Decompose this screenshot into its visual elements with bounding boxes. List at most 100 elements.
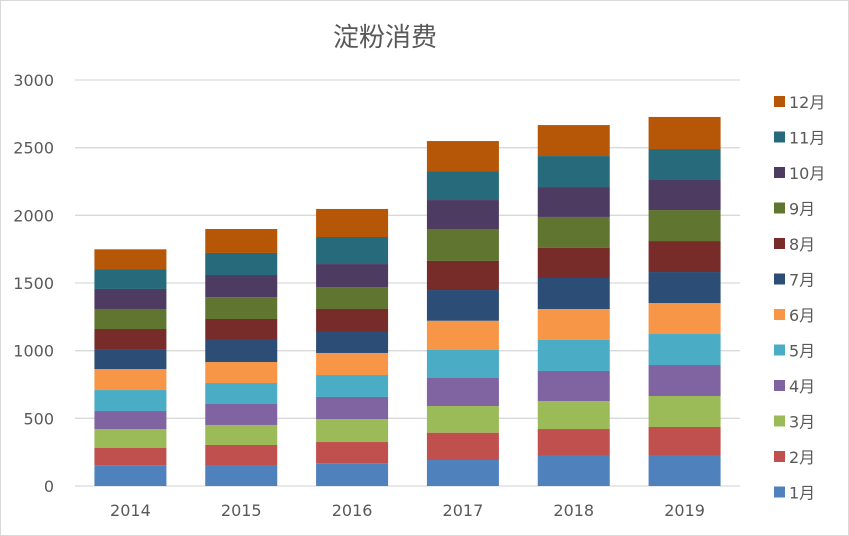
bar-segment-2014-3月 [94, 429, 167, 448]
bar-segment-2019-2月 [648, 426, 721, 456]
legend-label: 2月 [789, 448, 815, 467]
bar-segment-2019-1月 [648, 455, 721, 486]
bar-segment-2016-12月 [316, 208, 389, 237]
legend-label: 12月 [789, 93, 825, 112]
legend-swatch [774, 167, 785, 178]
x-axis-ticks: 2014 2015 2016 2017 2018 2019 [110, 501, 705, 520]
x-tick-label: 2015 [221, 501, 262, 520]
bar-segment-2019-5月 [648, 334, 721, 366]
bar-segment-2015-11月 [205, 252, 278, 276]
bar-segment-2016-2月 [316, 442, 389, 464]
bar-segment-2016-8月 [316, 308, 389, 332]
bar-segment-2018-7月 [537, 277, 610, 309]
y-tick-label: 0 [44, 477, 54, 496]
x-tick-label: 2016 [332, 501, 373, 520]
legend-item: 8月 [774, 235, 815, 254]
bar-segment-2019-11月 [648, 149, 721, 181]
bar-segment-2019-12月 [648, 116, 721, 150]
legend-label: 9月 [789, 200, 815, 219]
bar-segment-2018-1月 [537, 455, 610, 486]
legend-label: 4月 [789, 377, 815, 396]
bar-segment-2019-9月 [648, 210, 721, 242]
bar-segment-2017-10月 [426, 200, 499, 230]
legend-label: 10月 [789, 164, 825, 183]
bar-segment-2014-5月 [94, 390, 167, 412]
bar-segment-2018-6月 [537, 308, 610, 340]
bar-segment-2014-1月 [94, 465, 167, 486]
bar-segment-2019-10月 [648, 180, 721, 211]
bar-segment-2015-2月 [205, 444, 278, 466]
legend-swatch [774, 415, 785, 427]
bar-segment-2018-11月 [537, 156, 610, 188]
bar-segment-2015-1月 [205, 465, 278, 486]
y-tick-label: 3000 [13, 71, 54, 90]
bar-segment-2014-7月 [94, 349, 167, 370]
bar-segment-2015-5月 [205, 383, 278, 404]
gridlines [75, 79, 740, 487]
bar-segment-2017-5月 [426, 349, 499, 379]
bar-segment-2016-10月 [316, 264, 389, 288]
bar-segment-2015-12月 [205, 229, 278, 253]
y-tick-label: 1500 [13, 274, 54, 293]
x-tick-label: 2019 [664, 501, 705, 520]
x-tick-label: 2018 [553, 501, 594, 520]
bar-segment-2017-1月 [426, 460, 499, 486]
legend-item: 9月 [774, 200, 815, 219]
x-tick-label: 2014 [110, 501, 151, 520]
legend-swatch [774, 309, 785, 320]
bar-segment-2014-11月 [94, 269, 167, 289]
legend-item: 10月 [774, 164, 825, 183]
bar-segment-2015-4月 [205, 403, 278, 425]
bar-segment-2014-6月 [94, 369, 167, 391]
bar-segment-2016-4月 [316, 396, 389, 420]
bar-segment-2016-7月 [316, 331, 389, 353]
legend-item: 5月 [774, 342, 815, 361]
legend-swatch [774, 202, 785, 214]
bar-segment-2014-2月 [94, 447, 167, 466]
legend-swatch [774, 96, 785, 107]
legend-item: 3月 [774, 413, 815, 432]
bar-segment-2014-8月 [94, 329, 167, 350]
legend-label: 5月 [789, 342, 815, 361]
bar-segment-2014-4月 [94, 411, 167, 430]
bar-segment-2019-4月 [648, 365, 721, 397]
legend-item: 7月 [774, 271, 815, 290]
y-tick-label: 2000 [13, 206, 54, 225]
y-tick-label: 2500 [13, 139, 54, 158]
bar-segment-2015-10月 [205, 275, 278, 298]
bar-segment-2018-2月 [537, 429, 610, 456]
bar-segment-2018-12月 [537, 125, 610, 157]
legend-label: 6月 [789, 306, 815, 325]
legend-item: 11月 [774, 129, 825, 148]
bar-segment-2015-9月 [205, 297, 278, 319]
bar-segment-2014-12月 [94, 249, 167, 270]
bar-segment-2015-6月 [205, 362, 278, 384]
bar-segment-2014-10月 [94, 288, 167, 309]
bar-segment-2016-5月 [316, 375, 389, 397]
legend-label: 1月 [789, 484, 815, 503]
bar-segment-2015-8月 [205, 318, 278, 340]
legend-item: 2月 [774, 448, 815, 467]
legend-swatch [774, 344, 785, 356]
bar-segment-2015-3月 [205, 424, 278, 445]
bar-segment-2018-3月 [537, 401, 610, 430]
legend-label: 7月 [789, 271, 815, 290]
legend-item: 12月 [774, 93, 825, 112]
bar-segment-2017-9月 [426, 229, 499, 261]
bar-segment-2019-3月 [648, 396, 721, 427]
bar-segment-2016-6月 [316, 352, 389, 376]
bar-segment-2019-6月 [648, 303, 721, 335]
bar-segment-2016-3月 [316, 419, 389, 443]
chart-title: 淀粉消费 [333, 23, 437, 53]
legend-label: 3月 [789, 413, 815, 432]
bar-segment-2017-2月 [426, 432, 499, 461]
y-axis-ticks: 0 500 1000 1500 2000 2500 3000 [13, 71, 54, 496]
legend-swatch [774, 273, 785, 285]
y-tick-label: 1000 [13, 342, 54, 361]
bar-segment-2016-9月 [316, 287, 389, 309]
bar-segment-2018-9月 [537, 216, 610, 248]
bar-segment-2016-1月 [316, 463, 389, 486]
bars [94, 116, 721, 486]
bar-segment-2018-10月 [537, 187, 610, 217]
